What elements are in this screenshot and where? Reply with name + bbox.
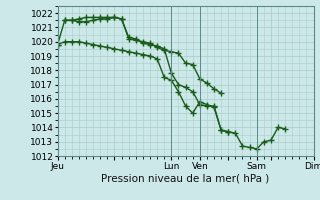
X-axis label: Pression niveau de la mer( hPa ): Pression niveau de la mer( hPa ) bbox=[101, 173, 270, 183]
